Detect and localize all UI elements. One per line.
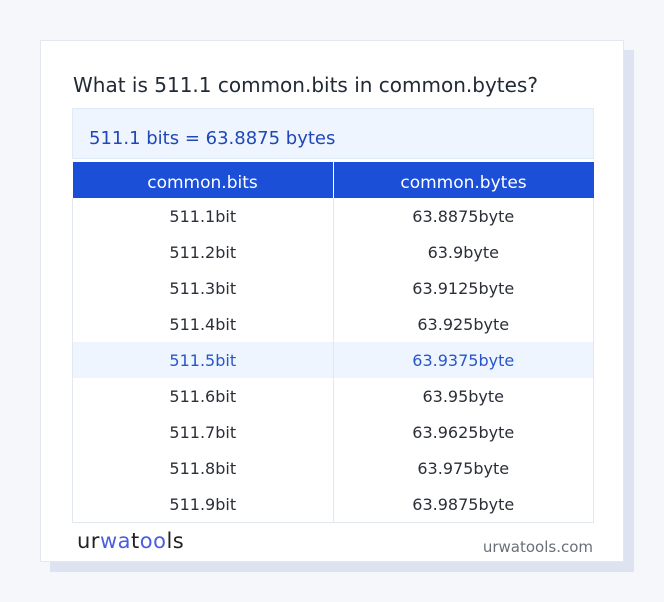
bytes-cell: 63.9byte	[332, 234, 594, 270]
header-bits: common.bits	[72, 162, 333, 198]
bits-cell: 511.9bit	[72, 486, 334, 523]
bytes-cell: 63.9375byte	[332, 342, 594, 378]
site-link[interactable]: urwatools.com	[482, 538, 593, 556]
table-row: 511.4bit 63.925byte	[72, 306, 594, 342]
bits-cell: 511.1bit	[72, 198, 334, 234]
table-row: 511.5bit 63.9375byte	[72, 342, 594, 378]
bits-cell: 511.2bit	[72, 234, 334, 270]
bits-cell: 511.8bit	[72, 450, 334, 486]
table-header: common.bits common.bytes	[72, 162, 594, 198]
bytes-cell: 63.975byte	[332, 450, 594, 486]
result-text: 511.1 bits = 63.8875 bytes	[89, 128, 336, 149]
bytes-cell: 63.9875byte	[332, 486, 594, 523]
bytes-cell: 63.9125byte	[332, 270, 594, 306]
conversion-table: common.bits common.bytes 511.1bit 63.8875…	[72, 162, 594, 523]
table-row: 511.1bit 63.8875byte	[72, 198, 594, 234]
bytes-cell: 63.95byte	[332, 378, 594, 414]
bits-cell: 511.5bit	[72, 342, 334, 378]
bits-cell: 511.7bit	[72, 414, 334, 450]
bytes-cell: 63.8875byte	[332, 198, 594, 234]
bits-cell: 511.6bit	[72, 378, 334, 414]
table-row: 511.8bit 63.975byte	[72, 450, 594, 486]
table-row: 511.2bit 63.9byte	[72, 234, 594, 270]
urwatools-logo[interactable]: urwatools	[77, 529, 185, 553]
header-bytes: common.bytes	[332, 162, 594, 198]
bytes-cell: 63.9625byte	[332, 414, 594, 450]
table-row: 511.6bit 63.95byte	[72, 378, 594, 414]
table-row: 511.9bit 63.9875byte	[72, 486, 594, 523]
bits-cell: 511.4bit	[72, 306, 334, 342]
bits-cell: 511.3bit	[72, 270, 334, 306]
page-title: What is 511.1 common.bits in common.byte…	[73, 73, 538, 97]
table-row: 511.3bit 63.9125byte	[72, 270, 594, 306]
result-box: 511.1 bits = 63.8875 bytes	[72, 108, 594, 159]
bytes-cell: 63.925byte	[332, 306, 594, 342]
converter-card: What is 511.1 common.bits in common.byte…	[40, 40, 624, 562]
table-row: 511.7bit 63.9625byte	[72, 414, 594, 450]
